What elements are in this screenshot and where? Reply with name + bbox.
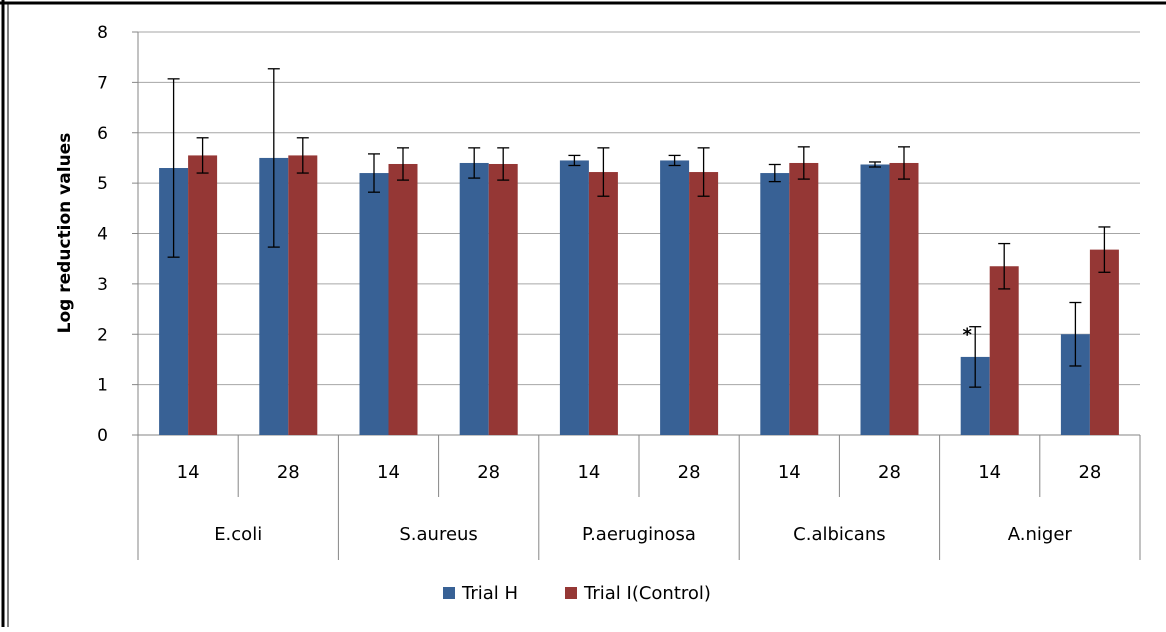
x-tick-label: 28	[1078, 462, 1101, 483]
bar	[559, 160, 589, 436]
y-axis-ticks: 0 1 2 3 4 5 6 7 8	[97, 23, 108, 446]
y-tick-label: 3	[97, 275, 108, 295]
y-tick-label: 8	[97, 23, 108, 43]
x-tick-label: 28	[277, 462, 300, 483]
y-tick-label: 7	[97, 73, 108, 93]
y-tick-label: 4	[97, 225, 108, 245]
annotations: *	[962, 325, 972, 346]
x-tick-label: 14	[177, 462, 200, 483]
x-tick-label: 14	[577, 462, 600, 483]
bar	[860, 164, 890, 435]
bar	[989, 266, 1019, 435]
annotation-asterisk: *	[962, 325, 972, 346]
legend-swatch	[443, 587, 455, 599]
y-tick-label: 2	[97, 325, 108, 345]
bar	[288, 155, 318, 435]
x-tick-label: 28	[878, 462, 901, 483]
bar	[188, 155, 218, 435]
bar	[689, 172, 719, 436]
legend-label: Trial H	[461, 583, 518, 604]
y-axis-label: Log reduction values	[55, 133, 75, 334]
x-group-label: C.albicans	[793, 524, 885, 545]
y-tick-label: 5	[97, 174, 108, 194]
x-tick-label: 14	[778, 462, 801, 483]
error-bars	[167, 68, 1111, 388]
bar	[588, 172, 618, 436]
x-group-label: E.coli	[214, 524, 262, 545]
bar	[760, 173, 790, 436]
bar	[359, 173, 389, 436]
bar	[789, 162, 819, 435]
x-axis: 14 28 14 28 14 28 14 28 14 28 E.coli S.aureus P.aeru…	[137, 435, 1141, 560]
x-tick-label: 28	[678, 462, 701, 483]
y-tick-label: 0	[97, 426, 108, 446]
x-tick-label: 14	[377, 462, 400, 483]
bar	[889, 162, 919, 435]
bar	[1089, 249, 1119, 435]
bar	[459, 162, 489, 435]
bar	[660, 160, 690, 436]
legend-label: Trial I(Control)	[583, 583, 711, 604]
x-tick-label: 28	[477, 462, 500, 483]
x-tick-label: 14	[978, 462, 1001, 483]
bar	[388, 163, 418, 436]
x-group-label: P.aeruginosa	[582, 524, 696, 545]
y-tick-label: 6	[97, 124, 108, 144]
bars	[159, 155, 1119, 436]
x-group-label: A.niger	[1008, 524, 1073, 545]
x-group-label: S.aureus	[399, 524, 477, 545]
y-tick-label: 1	[97, 376, 108, 396]
legend-swatch	[565, 587, 577, 599]
bar	[488, 163, 518, 436]
legend: Trial H Trial I(Control)	[443, 583, 711, 604]
